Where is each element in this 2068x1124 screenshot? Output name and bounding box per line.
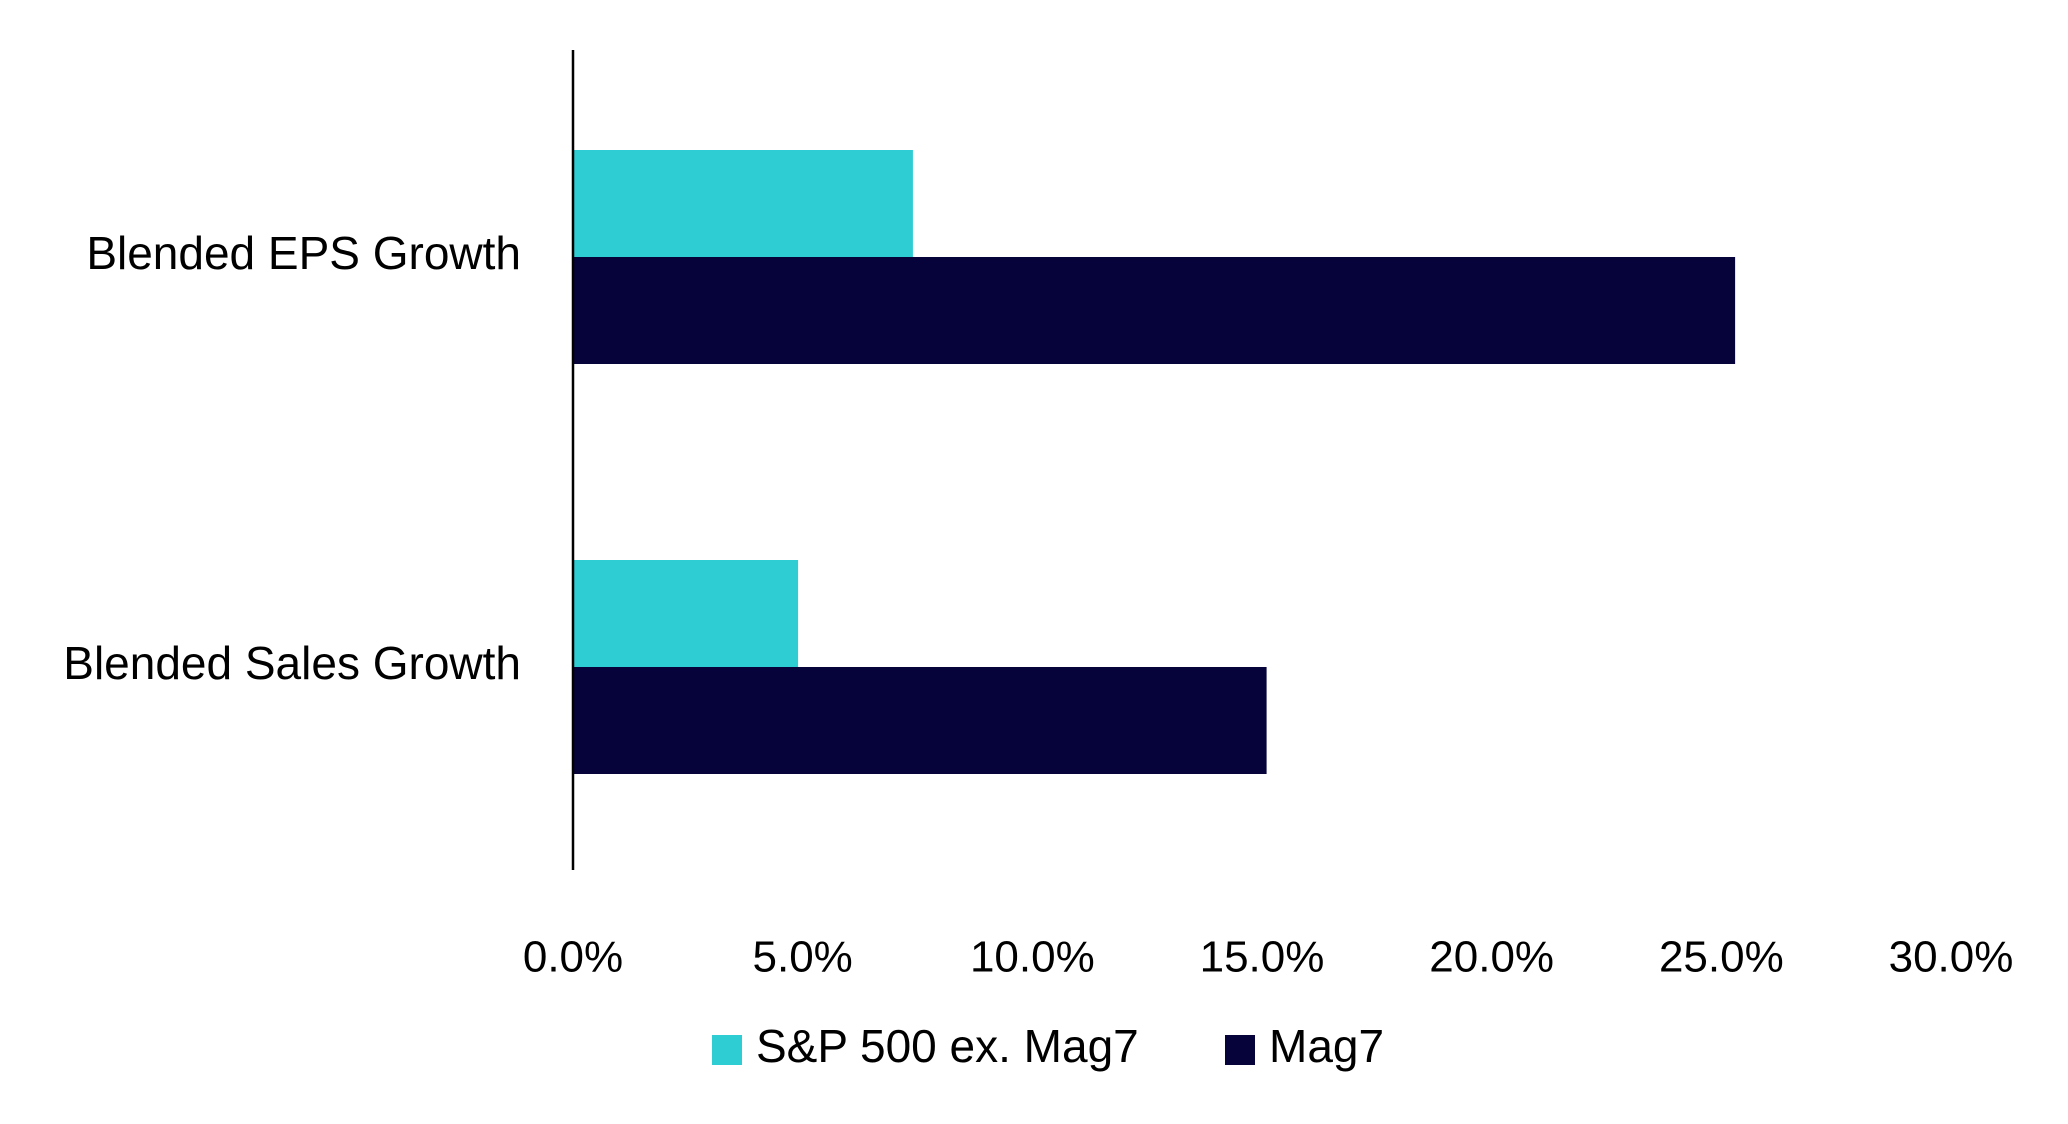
x-tick-label: 15.0% [1200, 933, 1325, 982]
legend-swatch-mag7 [1225, 1035, 1255, 1065]
category-label: Blended Sales Growth [63, 637, 521, 689]
legend: S&P 500 ex. Mag7 Mag7 [712, 1020, 1384, 1072]
category-label: Blended EPS Growth [86, 227, 521, 279]
x-tick-label: 5.0% [753, 933, 853, 982]
x-tick-label: 0.0% [523, 933, 623, 982]
bars-layer [573, 150, 1736, 774]
x-tick-labels: 0.0% 5.0% 10.0% 15.0% 20.0% 25.0% 30.0% [523, 933, 2014, 982]
x-tick-label: 30.0% [1889, 933, 2014, 982]
legend-label-mag7: Mag7 [1269, 1020, 1384, 1072]
bar-sales-sp500-ex-mag7 [573, 560, 799, 667]
x-tick-label: 25.0% [1659, 933, 1784, 982]
bar-eps-mag7 [573, 257, 1736, 364]
x-tick-label: 20.0% [1429, 933, 1554, 982]
category-labels: Blended EPS Growth Blended Sales Growth [63, 227, 521, 689]
x-tick-label: 10.0% [970, 933, 1095, 982]
legend-swatch-sp500-ex-mag7 [712, 1035, 742, 1065]
bar-sales-mag7 [573, 667, 1267, 774]
bar-eps-sp500-ex-mag7 [573, 150, 913, 257]
legend-label-sp500-ex-mag7: S&P 500 ex. Mag7 [756, 1020, 1139, 1072]
